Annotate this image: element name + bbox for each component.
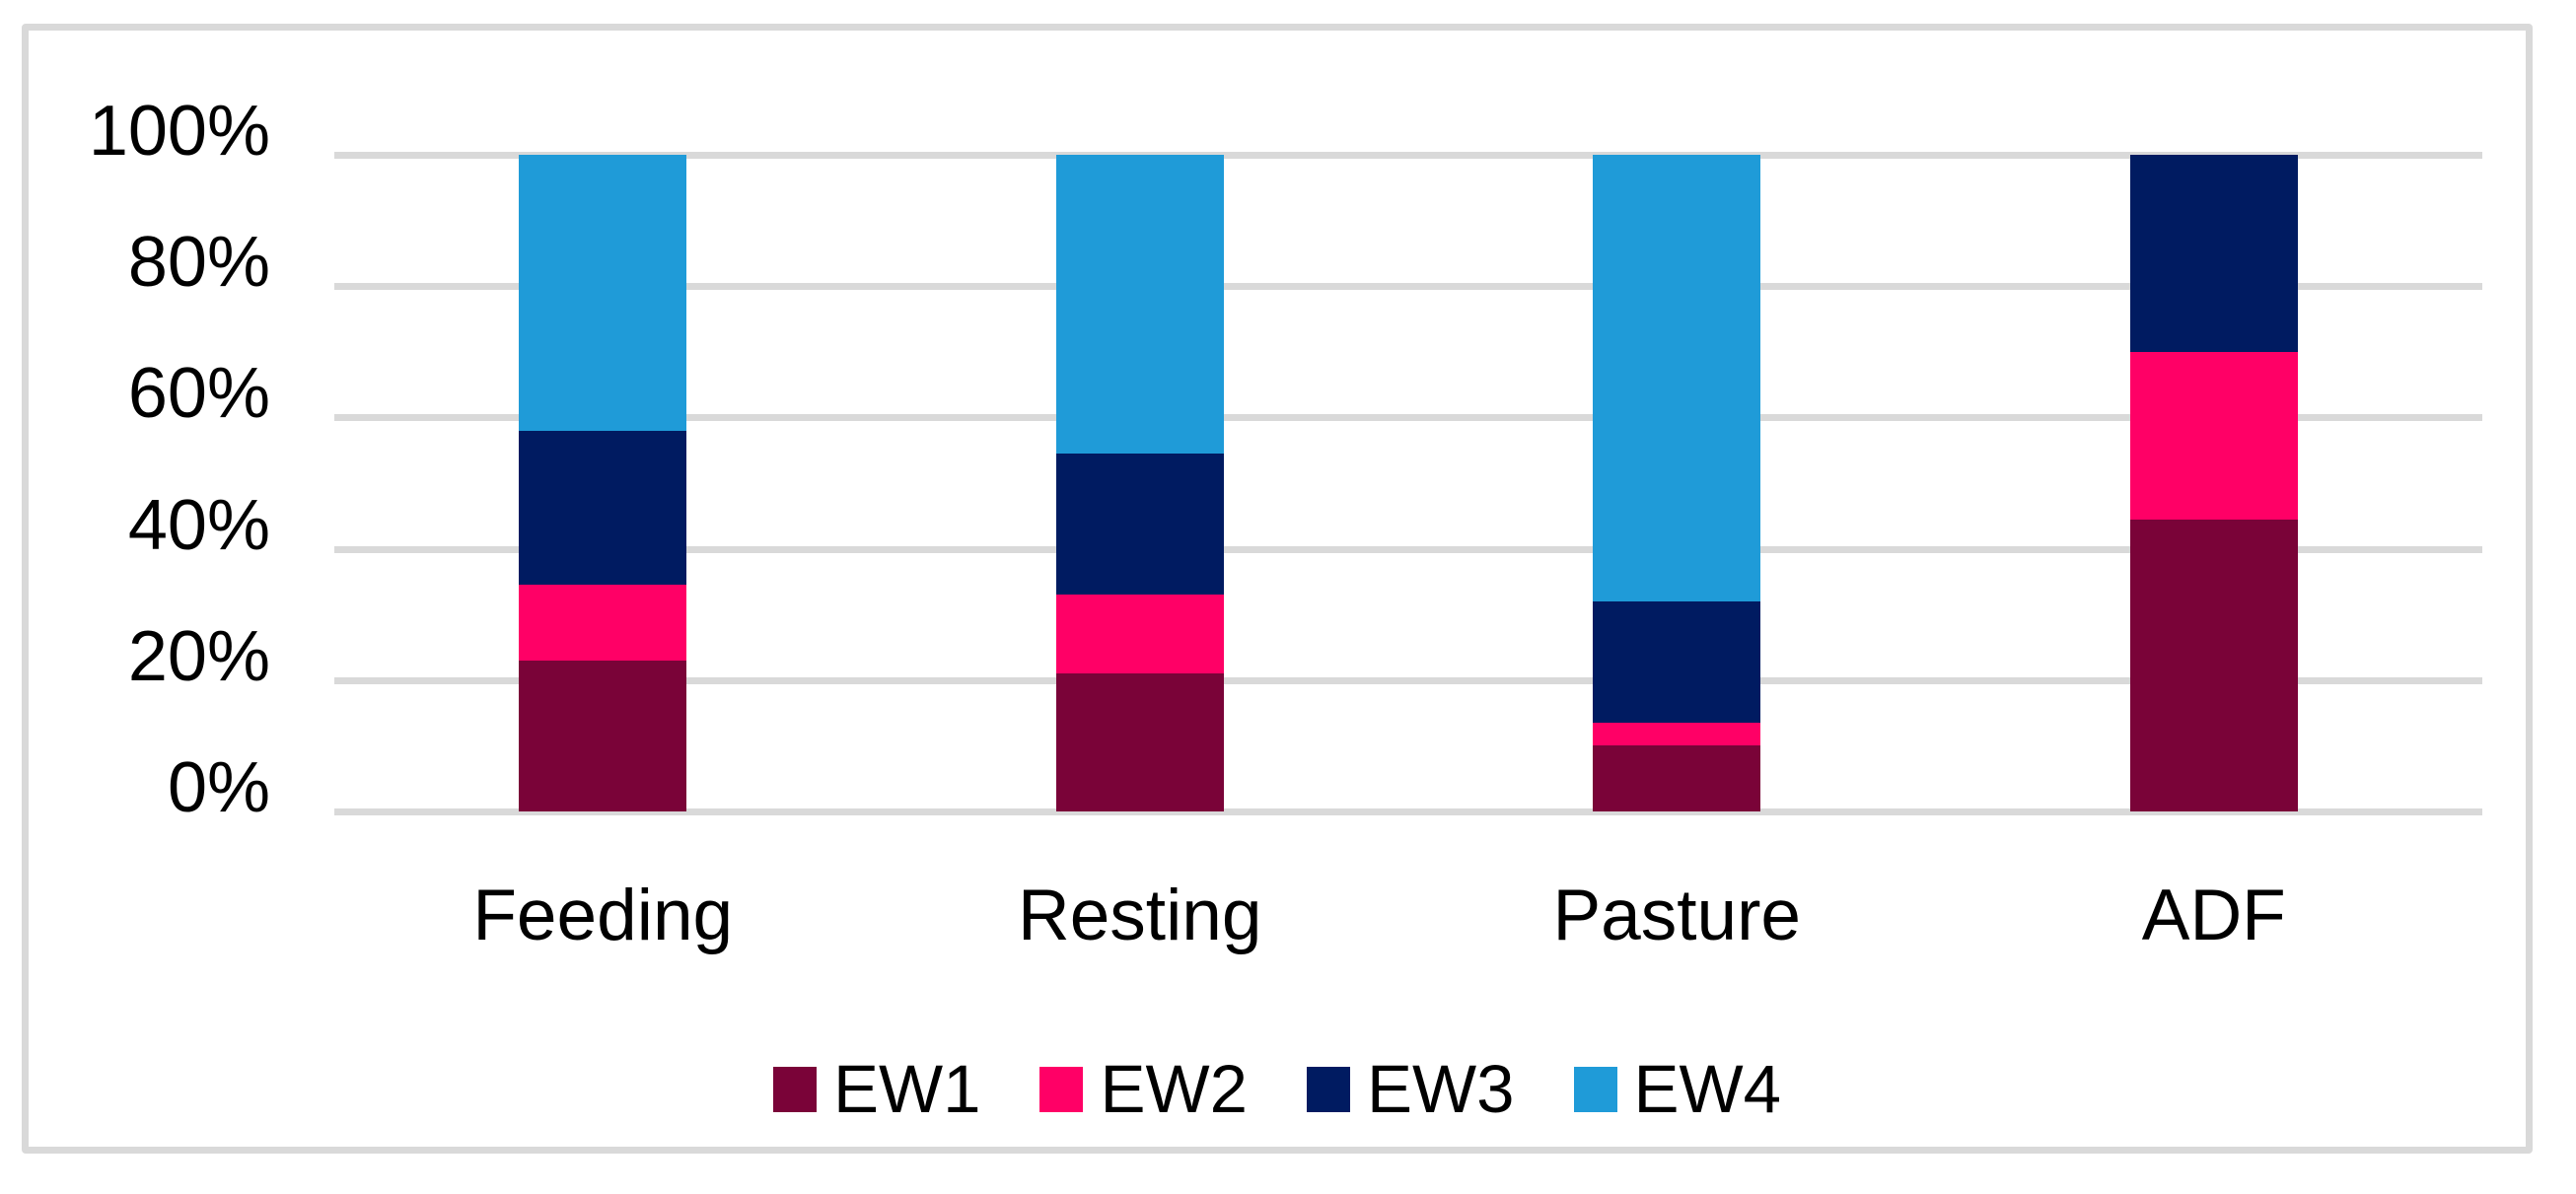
category-label-pasture: Pasture <box>1552 876 1802 955</box>
category-label-feeding: Feeding <box>472 876 734 955</box>
legend-label-ew2: EW2 <box>1100 1051 1248 1127</box>
bar-segment-pasture-ew3 <box>1593 600 1761 724</box>
chart-legend: EW1 EW2 EW3 EW4 <box>29 1054 2526 1125</box>
plot-area <box>334 152 2482 815</box>
legend-label-ew1: EW1 <box>832 1051 981 1127</box>
legend-item-ew4: EW4 <box>1573 1051 1782 1127</box>
bar-segment-resting-ew1 <box>1055 673 1224 811</box>
y-tick-label-0pct: 0% <box>167 748 270 827</box>
stacked-bar-pasture <box>1593 155 1761 811</box>
legend-swatch-ew4 <box>1573 1067 1617 1112</box>
bar-segment-pasture-ew2 <box>1593 723 1761 746</box>
bar-segment-resting-ew4 <box>1055 155 1224 455</box>
y-tick-label-100pct: 100% <box>88 92 270 171</box>
y-tick-label-80pct: 80% <box>127 223 270 303</box>
gridline-80pct <box>334 283 2482 291</box>
stacked-bar-feeding <box>519 155 687 811</box>
y-tick-label-20pct: 20% <box>127 616 270 696</box>
bar-segment-feeding-ew1 <box>519 660 687 811</box>
category-label-adf: ADF <box>2141 876 2286 955</box>
bar-segment-feeding-ew4 <box>519 155 687 431</box>
gridline-100pct <box>334 152 2482 159</box>
bar-segment-adf-ew3 <box>2129 155 2298 352</box>
bar-segment-feeding-ew2 <box>519 585 687 661</box>
gridline-40pct <box>334 545 2482 553</box>
chart-frame: 0% 20% 40% 60% 80% 100% Feeding Resting Pasture… <box>22 24 2533 1154</box>
legend-label-ew3: EW3 <box>1367 1051 1515 1127</box>
category-label-resting: Resting <box>1017 876 1262 955</box>
legend-swatch-ew3 <box>1307 1067 1350 1112</box>
legend-label-ew4: EW4 <box>1633 1051 1782 1127</box>
legend-item-ew2: EW2 <box>1039 1054 1248 1125</box>
legend-swatch-ew1 <box>772 1067 817 1112</box>
bar-segment-pasture-ew1 <box>1593 745 1761 811</box>
gridline-60pct <box>334 414 2482 422</box>
stacked-bar-resting <box>1055 155 1224 811</box>
stacked-bar-adf <box>2129 155 2298 811</box>
bar-segment-adf-ew1 <box>2129 519 2298 811</box>
bar-segment-feeding-ew3 <box>519 430 687 586</box>
legend-swatch-ew2 <box>1039 1067 1084 1112</box>
y-tick-label-60pct: 60% <box>127 354 270 434</box>
legend-item-ew3: EW3 <box>1307 1054 1515 1125</box>
bar-segment-pasture-ew4 <box>1593 155 1761 601</box>
bar-segment-adf-ew2 <box>2129 351 2298 520</box>
gridline-0pct <box>334 808 2482 815</box>
legend-item-ew1: EW1 <box>772 1051 981 1127</box>
gridline-20pct <box>334 676 2482 684</box>
bar-segment-resting-ew2 <box>1055 595 1224 674</box>
y-tick-label-40pct: 40% <box>127 485 270 565</box>
bar-segment-resting-ew3 <box>1055 454 1224 596</box>
